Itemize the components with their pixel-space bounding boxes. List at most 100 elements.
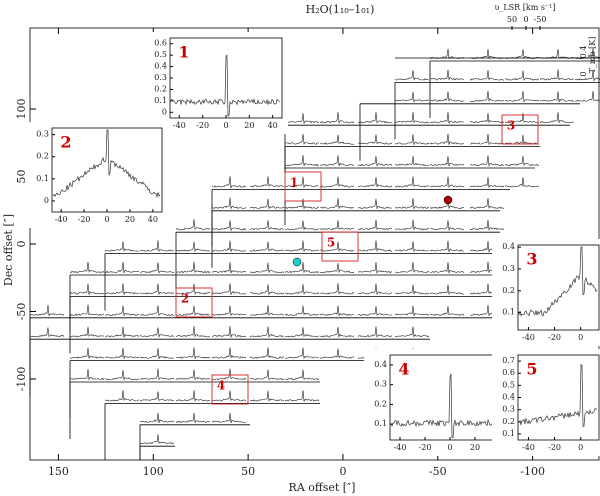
- spectrum: [104, 347, 140, 359]
- spectrum: [319, 305, 355, 317]
- inset-x-tick-label: -40: [173, 121, 186, 130]
- inset-x-tick-label: -40: [522, 443, 535, 452]
- spectrum: [139, 412, 175, 423]
- inset-y-tick-label: 0.2: [374, 399, 387, 408]
- inset-label: 1: [178, 43, 189, 62]
- spectrum: [394, 112, 429, 124]
- spectrum: [575, 70, 600, 82]
- spectrum: [394, 176, 430, 188]
- spectrum: [69, 304, 105, 316]
- spectrum: [69, 283, 105, 295]
- spectrum: [394, 91, 429, 103]
- spectrum: [284, 240, 320, 253]
- spectrum: [139, 283, 175, 296]
- inset-label: 4: [398, 360, 409, 379]
- spectrum: [357, 156, 393, 167]
- spectrum: [249, 284, 285, 296]
- spectrum: [574, 48, 600, 60]
- inset-y-tick-label: 0.2: [502, 417, 515, 426]
- inset-y-tick-label: 0.2: [36, 152, 49, 161]
- spectrum: [249, 326, 285, 338]
- inset-x-tick-label: -40: [394, 443, 407, 452]
- box-label: 5: [327, 236, 335, 250]
- inset-y-tick-label: 0.1: [374, 419, 387, 428]
- spectrum: [211, 347, 247, 359]
- inset-y-tick-label: 0.5: [154, 50, 167, 59]
- spectrum: [469, 113, 505, 124]
- spectrum: [211, 283, 247, 296]
- inset-x-tick-label: 20: [470, 443, 480, 452]
- inset-x-tick-label: 20: [125, 215, 135, 224]
- inset-y-tick-label: 0.3: [374, 380, 387, 389]
- spectrum: [469, 197, 505, 209]
- position-marker: [443, 195, 453, 205]
- velocity-axis-label: υ_LSR [km s⁻¹]: [495, 3, 556, 12]
- spectrum: [175, 412, 211, 424]
- spectrum: [211, 305, 247, 317]
- inset-x-tick-label: -20: [548, 333, 561, 342]
- highlight-box: [321, 231, 359, 262]
- spectrum: [394, 134, 430, 146]
- spectrum: [249, 347, 285, 359]
- spectrum: [139, 391, 174, 402]
- spectrum: [429, 111, 465, 124]
- spectrum: [211, 261, 247, 274]
- velocity-tick-label: -50: [534, 15, 547, 24]
- spectrum: [211, 220, 247, 232]
- inset-y-tick-label: 0.3: [502, 264, 515, 273]
- spectrum: [175, 283, 211, 296]
- spectrum: [430, 91, 465, 102]
- spectrum: [357, 111, 393, 124]
- spectrum: [139, 262, 175, 274]
- spectrum: [284, 220, 320, 231]
- spectrum: [394, 219, 430, 231]
- spectrum: [69, 261, 105, 274]
- box-label: 1: [290, 176, 298, 190]
- spectrum: [539, 91, 575, 103]
- spectrum: [429, 198, 465, 209]
- spectrum: [249, 262, 285, 274]
- spectrum: [429, 133, 465, 145]
- spectrum: [284, 305, 320, 316]
- spectrum: [175, 369, 211, 381]
- spectrum: [394, 156, 430, 167]
- temperature-tick-label: 0: [579, 71, 588, 76]
- spectrum: [319, 112, 355, 124]
- box-label: 2: [181, 292, 189, 306]
- spectrum: [539, 69, 574, 81]
- inset-y-tick-label: 0.2: [154, 84, 167, 93]
- inset-spectrum: [518, 363, 598, 427]
- spectrum: [504, 49, 540, 60]
- inset-label: 3: [526, 250, 537, 269]
- inset-spectrum: [170, 54, 281, 117]
- spectrum: [175, 261, 211, 274]
- x-tick-label: -100: [520, 465, 545, 478]
- x-tick-label: 0: [339, 465, 346, 478]
- x-tick-label: -50: [429, 465, 447, 478]
- spectrum: [319, 155, 355, 167]
- spectrum: [249, 198, 285, 209]
- spectrum: [574, 91, 600, 102]
- title: H₂O(1₁₀–1₀₁): [306, 3, 375, 16]
- highlight-box: [211, 374, 249, 405]
- inset-x-tick-label: 40: [268, 121, 278, 130]
- spectrum: [394, 70, 430, 81]
- spectrum: [469, 155, 505, 167]
- inset-y-tick-label: 0.3: [502, 405, 515, 414]
- velocity-tick-label: 50: [507, 15, 517, 24]
- inset-y-tick-label: 0.6: [154, 39, 167, 48]
- inset-y-tick-label: 0.6: [502, 368, 515, 377]
- spectrum: [139, 348, 175, 359]
- inset-y-tick-label: 0.1: [502, 308, 515, 317]
- inset-label: 5: [526, 360, 537, 379]
- spectrum: [429, 306, 465, 316]
- spectrum: [249, 305, 285, 316]
- spectrum: [504, 177, 540, 188]
- spectrum: [175, 219, 211, 231]
- inset-x-tick-label: -20: [196, 121, 209, 130]
- spectrum: [469, 133, 505, 146]
- spectrum: [357, 305, 393, 316]
- inset-x-tick-label: -40: [522, 333, 535, 342]
- x-tick-label: 100: [143, 465, 164, 478]
